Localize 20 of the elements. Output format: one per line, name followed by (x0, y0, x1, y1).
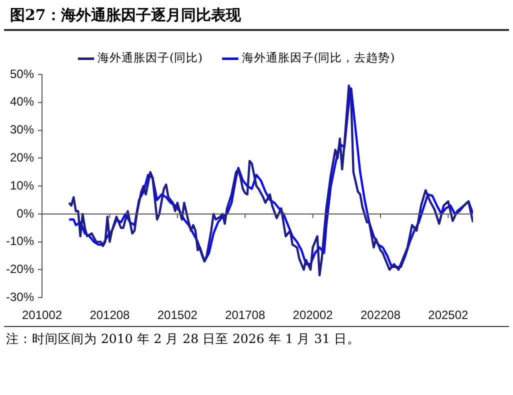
x-tick-label: 202208 (360, 308, 401, 322)
y-tick-label: 40% (10, 94, 34, 109)
y-tick-label: 20% (10, 150, 34, 164)
y-tick-label: -20% (6, 262, 34, 276)
text: 注：时间区间为 2010 年 2 月 28 日至 2026 年 1 月 31 日。 (6, 330, 362, 348)
y-tick-label: 0% (16, 206, 34, 220)
y-tick-label: 50% (10, 66, 34, 81)
y-tick-label: -10% (6, 234, 34, 248)
y-tick-label: -30% (6, 290, 34, 304)
x-tick-label: 201502 (157, 308, 198, 322)
y-tick-label: 10% (10, 178, 34, 192)
x-tick-label: 201208 (90, 308, 130, 322)
y-tick-label: 30% (10, 122, 34, 137)
x-tick-label: 201002 (22, 308, 62, 322)
legend-label: 海外通胀因子(同比，去趋势) (242, 50, 395, 65)
chart-title: 图27：海外通胀因子逐月同比表现 (4, 0, 509, 31)
x-tick-label: 201708 (225, 308, 266, 322)
x-tick-label: 202502 (428, 308, 469, 322)
x-tick-label: 202002 (292, 308, 334, 322)
legend-label: 海外通胀因子(同比) (98, 50, 203, 65)
